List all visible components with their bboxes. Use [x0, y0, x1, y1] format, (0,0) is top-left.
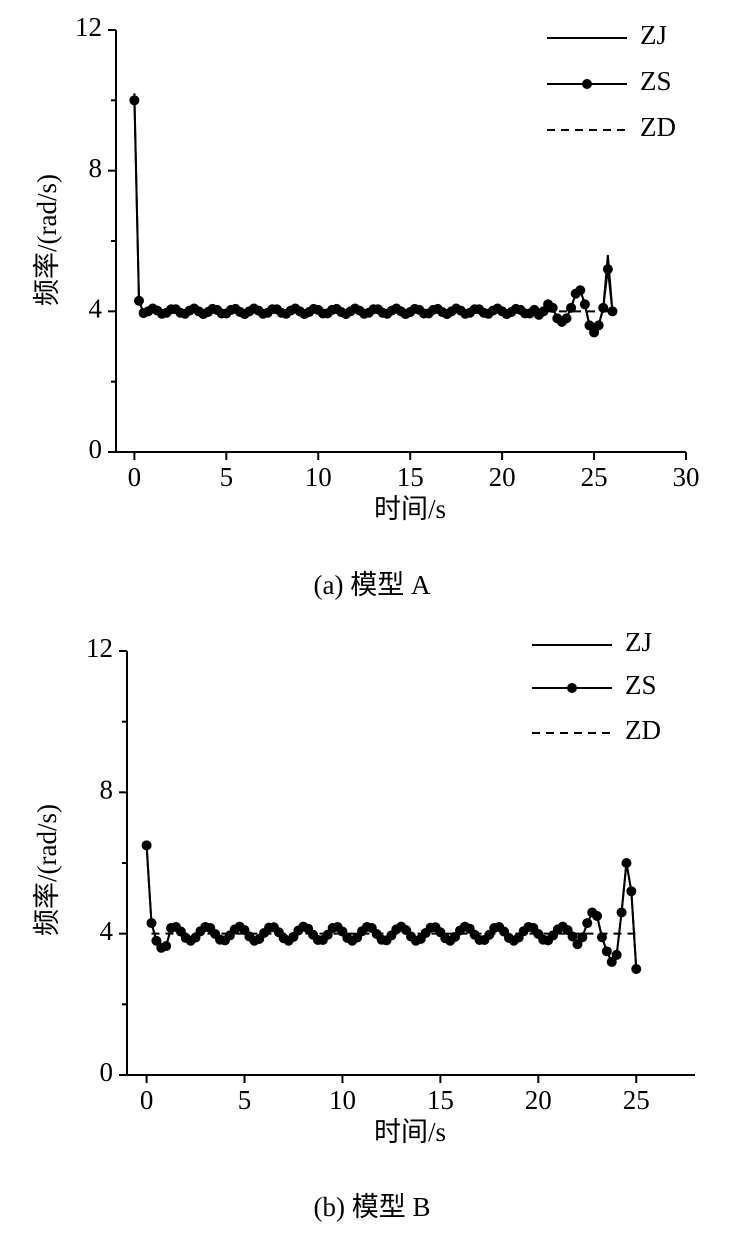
legend-label: ZD — [640, 112, 676, 142]
x-axis-label: 时间/s — [374, 494, 446, 524]
x-tick-label: 20 — [525, 1085, 552, 1115]
data-point — [606, 956, 617, 967]
series-line — [145, 845, 638, 970]
x-tick-label: 15 — [427, 1085, 454, 1115]
data-point — [607, 306, 618, 317]
y-axis-label: 频率/(rad/s) — [32, 174, 62, 306]
x-tick-label: 5 — [238, 1085, 252, 1115]
legend-label: ZS — [640, 66, 672, 96]
y-tick-label: 0 — [89, 434, 103, 464]
data-point — [146, 918, 157, 929]
data-point — [582, 918, 593, 929]
data-point — [577, 932, 588, 943]
legend-label: ZS — [625, 670, 657, 700]
data-point — [621, 858, 632, 868]
data-point — [602, 264, 613, 275]
y-tick-label: 4 — [89, 294, 103, 324]
data-point — [631, 964, 642, 974]
legend-label: ZJ — [625, 627, 652, 657]
data-point — [141, 840, 152, 851]
legend-marker — [582, 79, 592, 89]
data-point — [616, 907, 627, 918]
y-tick-label: 0 — [100, 1057, 114, 1087]
caption: (a) 模型 A — [314, 570, 431, 600]
x-axis-label: 时间/s — [374, 1117, 446, 1147]
legend-label: ZJ — [640, 20, 667, 50]
x-tick-label: 25 — [623, 1085, 650, 1115]
y-axis-label: 频率/(rad/s) — [32, 804, 62, 936]
x-tick-label: 15 — [397, 462, 424, 492]
x-tick-label: 5 — [220, 462, 234, 492]
y-tick-label: 8 — [89, 153, 103, 183]
data-point — [596, 932, 607, 943]
y-tick-label: 12 — [75, 12, 102, 42]
data-point — [579, 299, 590, 310]
caption: (b) 模型 B — [314, 1192, 431, 1222]
series-line — [145, 845, 638, 970]
x-tick-label: 20 — [489, 462, 516, 492]
data-point — [133, 295, 144, 306]
data-point — [598, 302, 609, 313]
data-point — [593, 320, 604, 331]
data-point — [566, 302, 577, 313]
x-tick-label: 0 — [128, 462, 142, 492]
data-point — [129, 95, 140, 106]
x-tick-label: 25 — [581, 462, 608, 492]
data-point — [601, 946, 612, 957]
x-tick-label: 10 — [329, 1085, 356, 1115]
series-line — [133, 100, 614, 335]
data-point — [592, 911, 603, 921]
data-point — [547, 302, 558, 313]
series-line — [133, 93, 614, 335]
data-point — [572, 939, 583, 950]
y-tick-label: 4 — [100, 916, 114, 946]
data-point — [561, 313, 572, 324]
y-tick-label: 8 — [100, 775, 114, 805]
legend-label: ZD — [625, 715, 661, 745]
legend-marker — [567, 683, 577, 693]
data-point — [161, 941, 172, 952]
x-tick-label: 0 — [140, 1085, 154, 1115]
x-tick-label: 30 — [673, 462, 700, 492]
data-point — [151, 935, 162, 946]
x-tick-label: 10 — [305, 462, 332, 492]
y-tick-label: 12 — [86, 633, 113, 663]
data-point — [611, 949, 622, 960]
data-point — [626, 886, 637, 897]
data-point — [575, 285, 586, 296]
